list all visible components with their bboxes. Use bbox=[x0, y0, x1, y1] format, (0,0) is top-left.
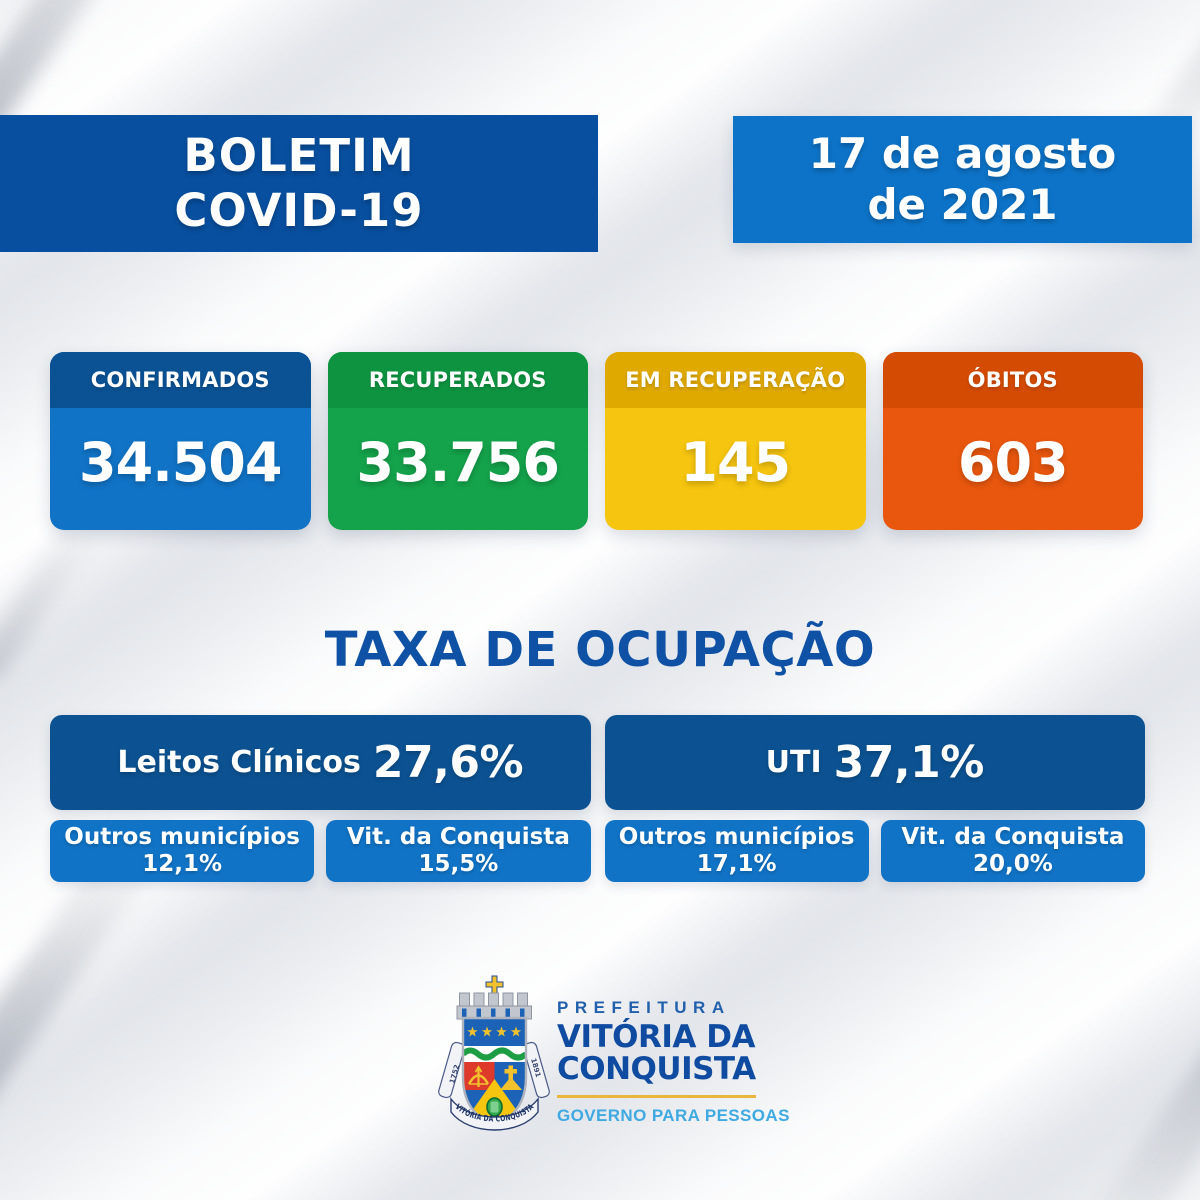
occupancy-section-uti: UTI 37,1% Outros municípios 17,1% Vit. d… bbox=[604, 715, 1145, 882]
stat-value: 145 bbox=[680, 430, 791, 494]
bulletin-title-line2: COVID-19 bbox=[174, 183, 424, 237]
occupancy-name: UTI bbox=[765, 745, 822, 780]
occupancy-rate: 27,6% bbox=[372, 737, 524, 788]
footer-prefeitura-label: PREFEITURA bbox=[557, 998, 731, 1017]
breakdown-value: 20,0% bbox=[972, 851, 1053, 877]
occupancy-breakdown: Outros municípios 12,1% Vit. da Conquist… bbox=[50, 820, 591, 882]
stat-value: 33.756 bbox=[356, 430, 560, 494]
stat-card-em-recuperacao: EM RECUPERAÇÃO 145 bbox=[605, 352, 866, 530]
bulletin-title-line1: BOLETIM bbox=[183, 128, 415, 182]
city-crest-icon: 1752 1891 bbox=[438, 975, 550, 1131]
stats-row: CONFIRMADOS 34.504 RECUPERADOS 33.756 EM… bbox=[50, 352, 1143, 530]
breakdown-value: 17,1% bbox=[696, 851, 777, 877]
occupancy-row: Leitos Clínicos 27,6% Outros municípios … bbox=[50, 715, 1145, 882]
breakdown-outros-municipios: Outros municípios 12,1% bbox=[50, 820, 315, 882]
stat-card-confirmados: CONFIRMADOS 34.504 bbox=[50, 352, 311, 530]
stat-label: EM RECUPERAÇÃO bbox=[605, 352, 866, 408]
breakdown-vit-da-conquista: Vit. da Conquista 15,5% bbox=[326, 820, 591, 882]
footer-slogan: GOVERNO PARA PESSOAS bbox=[557, 1105, 790, 1125]
breakdown-outros-municipios: Outros municípios 17,1% bbox=[604, 820, 869, 882]
bulletin-date-line2: de 2021 bbox=[867, 179, 1058, 229]
crest-crown bbox=[456, 975, 532, 1020]
stat-label: RECUPERADOS bbox=[327, 352, 588, 408]
bulletin-date-box: 17 de agosto de 2021 bbox=[733, 116, 1192, 243]
stat-value: 603 bbox=[957, 430, 1069, 494]
breakdown-value: 12,1% bbox=[142, 851, 223, 877]
breakdown-vit-da-conquista: Vit. da Conquista 20,0% bbox=[880, 820, 1145, 882]
occupancy-breakdown: Outros municípios 17,1% Vit. da Conquist… bbox=[604, 820, 1145, 882]
breakdown-label: Vit. da Conquista bbox=[901, 823, 1125, 850]
occupancy-title: TAXA DE OCUPAÇÃO bbox=[324, 622, 876, 678]
occupancy-name: Leitos Clínicos bbox=[117, 745, 361, 780]
occupancy-section-leitos-clinicos: Leitos Clínicos 27,6% Outros municípios … bbox=[50, 715, 591, 882]
bulletin-title-box: BOLETIM COVID-19 bbox=[0, 115, 598, 252]
occupancy-main-box: Leitos Clínicos 27,6% bbox=[50, 715, 591, 810]
stat-card-obitos: ÓBITOS 603 bbox=[882, 352, 1143, 530]
bulletin-date-line1: 17 de agosto bbox=[808, 129, 1117, 179]
breakdown-label: Outros municípios bbox=[64, 823, 300, 850]
footer-city-name: VITÓRIA DA CONQUISTA bbox=[557, 1019, 756, 1087]
breakdown-label: Vit. da Conquista bbox=[346, 823, 570, 850]
occupancy-rate: 37,1% bbox=[833, 737, 985, 788]
stat-label: CONFIRMADOS bbox=[50, 352, 311, 408]
stat-value: 34.504 bbox=[79, 430, 282, 494]
footer-gold-divider bbox=[557, 1094, 756, 1098]
footer-wordmark: PREFEITURA VITÓRIA DA CONQUISTA GOVERNO … bbox=[557, 998, 797, 1126]
breakdown-value: 15,5% bbox=[418, 851, 499, 877]
occupancy-main-box: UTI 37,1% bbox=[604, 715, 1145, 810]
stat-card-recuperados: RECUPERADOS 33.756 bbox=[327, 352, 588, 530]
breakdown-label: Outros municípios bbox=[618, 823, 855, 850]
stat-label: ÓBITOS bbox=[882, 352, 1143, 408]
